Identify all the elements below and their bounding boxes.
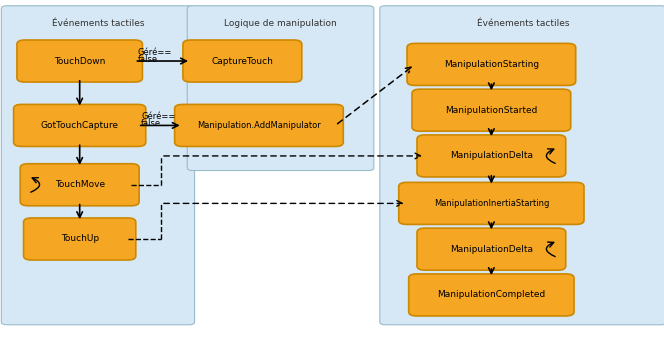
- FancyBboxPatch shape: [175, 104, 343, 146]
- Text: ManipulationInertiaStarting: ManipulationInertiaStarting: [434, 199, 549, 208]
- Text: TouchDown: TouchDown: [54, 57, 106, 65]
- FancyBboxPatch shape: [417, 228, 566, 270]
- FancyBboxPatch shape: [398, 182, 584, 224]
- FancyBboxPatch shape: [24, 218, 135, 260]
- FancyBboxPatch shape: [17, 40, 142, 82]
- FancyBboxPatch shape: [407, 43, 576, 85]
- FancyBboxPatch shape: [1, 6, 195, 325]
- Text: false: false: [138, 55, 158, 64]
- Text: false: false: [141, 119, 161, 128]
- FancyBboxPatch shape: [187, 6, 374, 171]
- Text: Logique de manipulation: Logique de manipulation: [224, 19, 337, 28]
- FancyBboxPatch shape: [380, 6, 664, 325]
- Text: Géré==: Géré==: [141, 113, 175, 121]
- Text: Événements tactiles: Événements tactiles: [52, 19, 144, 28]
- FancyBboxPatch shape: [408, 274, 574, 316]
- Text: ManipulationDelta: ManipulationDelta: [450, 152, 533, 160]
- Text: ManipulationCompleted: ManipulationCompleted: [437, 291, 546, 299]
- Text: Manipulation.AddManipulator: Manipulation.AddManipulator: [197, 121, 321, 130]
- FancyBboxPatch shape: [183, 40, 301, 82]
- Text: TouchUp: TouchUp: [60, 235, 99, 243]
- FancyBboxPatch shape: [20, 164, 139, 206]
- Text: Événements tactiles: Événements tactiles: [477, 19, 569, 28]
- Text: CaptureTouch: CaptureTouch: [211, 57, 274, 65]
- Text: GotTouchCapture: GotTouchCapture: [41, 121, 119, 130]
- FancyBboxPatch shape: [417, 135, 566, 177]
- Text: TouchMove: TouchMove: [54, 180, 105, 189]
- FancyBboxPatch shape: [13, 104, 146, 146]
- FancyBboxPatch shape: [412, 89, 571, 131]
- Text: ManipulationStarted: ManipulationStarted: [445, 106, 538, 115]
- Text: ManipulationStarting: ManipulationStarting: [444, 60, 539, 69]
- Text: Géré==: Géré==: [138, 48, 172, 57]
- Text: ManipulationDelta: ManipulationDelta: [450, 245, 533, 254]
